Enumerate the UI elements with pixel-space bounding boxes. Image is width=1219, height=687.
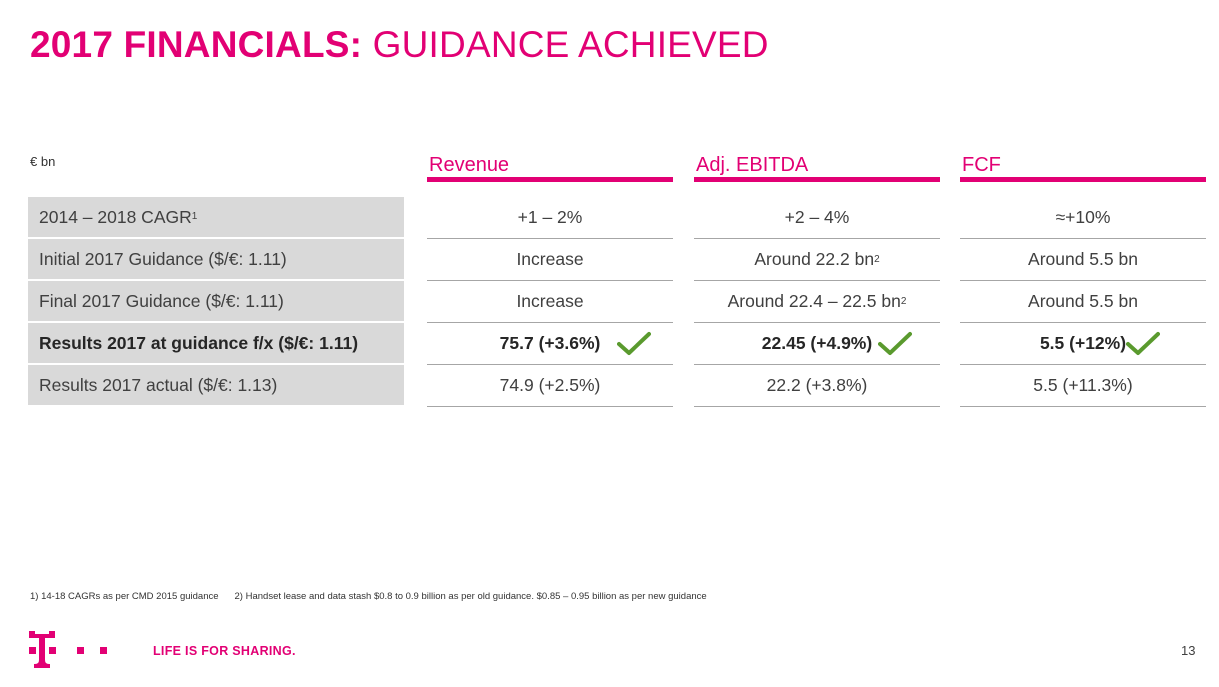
cell-ebitda-final: Around 22.4 – 22.5 bn 2 — [694, 281, 940, 323]
checkmark-icon — [617, 332, 651, 355]
checkmark-icon — [1126, 332, 1160, 355]
row-label-final-guidance: Final 2017 Guidance ($/€: 1.11) — [28, 281, 404, 321]
cell-fcf-final: Around 5.5 bn — [960, 281, 1206, 323]
cell-ebitda-initial: Around 22.2 bn 2 — [694, 239, 940, 281]
cell-revenue-initial: Increase — [427, 239, 673, 281]
cell-revenue-cagr: +1 – 2% — [427, 197, 673, 239]
cell-fcf-initial: Around 5.5 bn — [960, 239, 1206, 281]
cell-ebitda-actual: 22.2 (+3.8%) — [694, 365, 940, 407]
title-bold: 2017 FINANCIALS: — [30, 24, 363, 65]
checkmark-icon — [878, 332, 912, 355]
cell-ebitda-cagr: +2 – 4% — [694, 197, 940, 239]
title-light: GUIDANCE ACHIEVED — [372, 24, 769, 65]
footnotes: 1) 14-18 CAGRs as per CMD 2015 guidance 2… — [30, 591, 707, 602]
cell-ebitda-results-guidance: 22.45 (+4.9%) — [694, 323, 940, 365]
slogan: LIFE IS FOR SHARING. — [153, 644, 296, 658]
row-label-initial-guidance: Initial 2017 Guidance ($/€: 1.11) — [28, 239, 404, 279]
column-adj-ebitda: Adj. EBITDA +2 – 4% Around 22.2 bn 2 Arou… — [694, 150, 940, 407]
cell-fcf-actual: 5.5 (+11.3%) — [960, 365, 1206, 407]
page-number: 13 — [1181, 643, 1196, 658]
column-header-fcf: FCF — [960, 150, 1206, 182]
cell-revenue-final: Increase — [427, 281, 673, 323]
column-fcf: FCF ≈+10% Around 5.5 bn Around 5.5 bn 5.… — [960, 150, 1206, 407]
footnote-2: 2) Handset lease and data stash $0.8 to … — [234, 591, 707, 602]
footnote-1: 1) 14-18 CAGRs as per CMD 2015 guidance — [30, 591, 219, 602]
cell-fcf-results-guidance: 5.5 (+12%) — [960, 323, 1206, 365]
column-header-adj-ebitda: Adj. EBITDA — [694, 150, 940, 182]
row-labels: 2014 – 2018 CAGR 1 Initial 2017 Guidance … — [28, 197, 404, 407]
row-label-results-actual: Results 2017 actual ($/€: 1.13) — [28, 365, 404, 405]
row-label-cagr: 2014 – 2018 CAGR 1 — [28, 197, 404, 237]
cell-revenue-actual: 74.9 (+2.5%) — [427, 365, 673, 407]
unit-label: € bn — [30, 154, 56, 169]
column-revenue: Revenue +1 – 2% Increase Increase 75.7 (… — [427, 150, 673, 407]
row-label-results-guidance-fx: Results 2017 at guidance f/x ($/€: 1.11) — [28, 323, 404, 363]
cell-revenue-results-guidance: 75.7 (+3.6%) — [427, 323, 673, 365]
cell-fcf-cagr: ≈+10% — [960, 197, 1206, 239]
page-title: 2017 FINANCIALS: GUIDANCE ACHIEVED — [30, 22, 769, 68]
column-header-revenue: Revenue — [427, 150, 673, 182]
telekom-logo-icon — [29, 631, 107, 668]
